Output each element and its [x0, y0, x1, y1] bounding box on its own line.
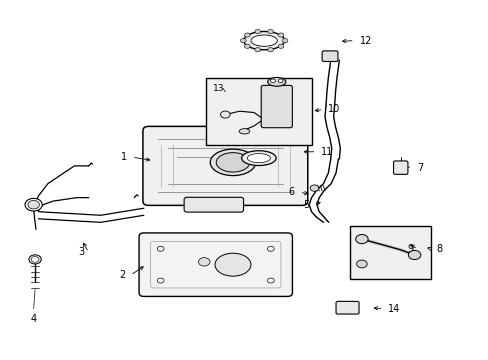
- Circle shape: [267, 278, 274, 283]
- Circle shape: [244, 33, 250, 37]
- Circle shape: [25, 198, 42, 211]
- Circle shape: [220, 111, 230, 118]
- Text: 12: 12: [359, 36, 371, 46]
- Text: 13: 13: [213, 84, 224, 93]
- Bar: [206, 78, 311, 145]
- Text: 7: 7: [416, 163, 423, 173]
- FancyBboxPatch shape: [335, 301, 358, 314]
- Circle shape: [31, 257, 39, 262]
- Ellipse shape: [215, 253, 250, 276]
- Circle shape: [240, 39, 245, 43]
- Text: 1: 1: [121, 152, 127, 162]
- Ellipse shape: [216, 153, 249, 172]
- Circle shape: [29, 255, 41, 264]
- Circle shape: [309, 185, 318, 191]
- Text: 8: 8: [435, 244, 442, 254]
- Circle shape: [267, 246, 274, 251]
- Text: 3: 3: [78, 247, 84, 257]
- FancyBboxPatch shape: [322, 51, 337, 62]
- Bar: [349, 226, 430, 279]
- Ellipse shape: [210, 149, 255, 176]
- Circle shape: [356, 260, 366, 268]
- Ellipse shape: [267, 77, 285, 86]
- Text: 11: 11: [321, 147, 333, 157]
- Circle shape: [282, 39, 287, 43]
- FancyBboxPatch shape: [142, 126, 307, 206]
- Circle shape: [267, 30, 273, 34]
- FancyBboxPatch shape: [184, 197, 243, 212]
- Circle shape: [278, 33, 284, 37]
- FancyBboxPatch shape: [261, 85, 292, 128]
- Circle shape: [254, 30, 260, 34]
- FancyBboxPatch shape: [139, 233, 292, 296]
- Ellipse shape: [244, 31, 284, 50]
- Ellipse shape: [250, 35, 277, 46]
- Circle shape: [355, 234, 367, 244]
- Circle shape: [157, 246, 163, 251]
- FancyBboxPatch shape: [393, 161, 407, 174]
- Text: 2: 2: [119, 270, 125, 280]
- Text: 9: 9: [406, 244, 412, 254]
- Ellipse shape: [239, 129, 249, 134]
- Text: 14: 14: [387, 304, 400, 314]
- Circle shape: [270, 79, 275, 82]
- Circle shape: [407, 251, 420, 260]
- Text: 4: 4: [31, 314, 37, 324]
- Circle shape: [198, 258, 209, 266]
- Circle shape: [157, 278, 163, 283]
- Text: 5: 5: [303, 200, 308, 210]
- Circle shape: [28, 201, 40, 209]
- Ellipse shape: [247, 154, 270, 163]
- Circle shape: [278, 44, 284, 48]
- Text: 6: 6: [288, 187, 294, 197]
- Text: 10: 10: [328, 104, 340, 114]
- Circle shape: [278, 79, 283, 82]
- Ellipse shape: [241, 151, 276, 166]
- Circle shape: [267, 48, 273, 52]
- Circle shape: [254, 48, 260, 52]
- Circle shape: [244, 44, 250, 48]
